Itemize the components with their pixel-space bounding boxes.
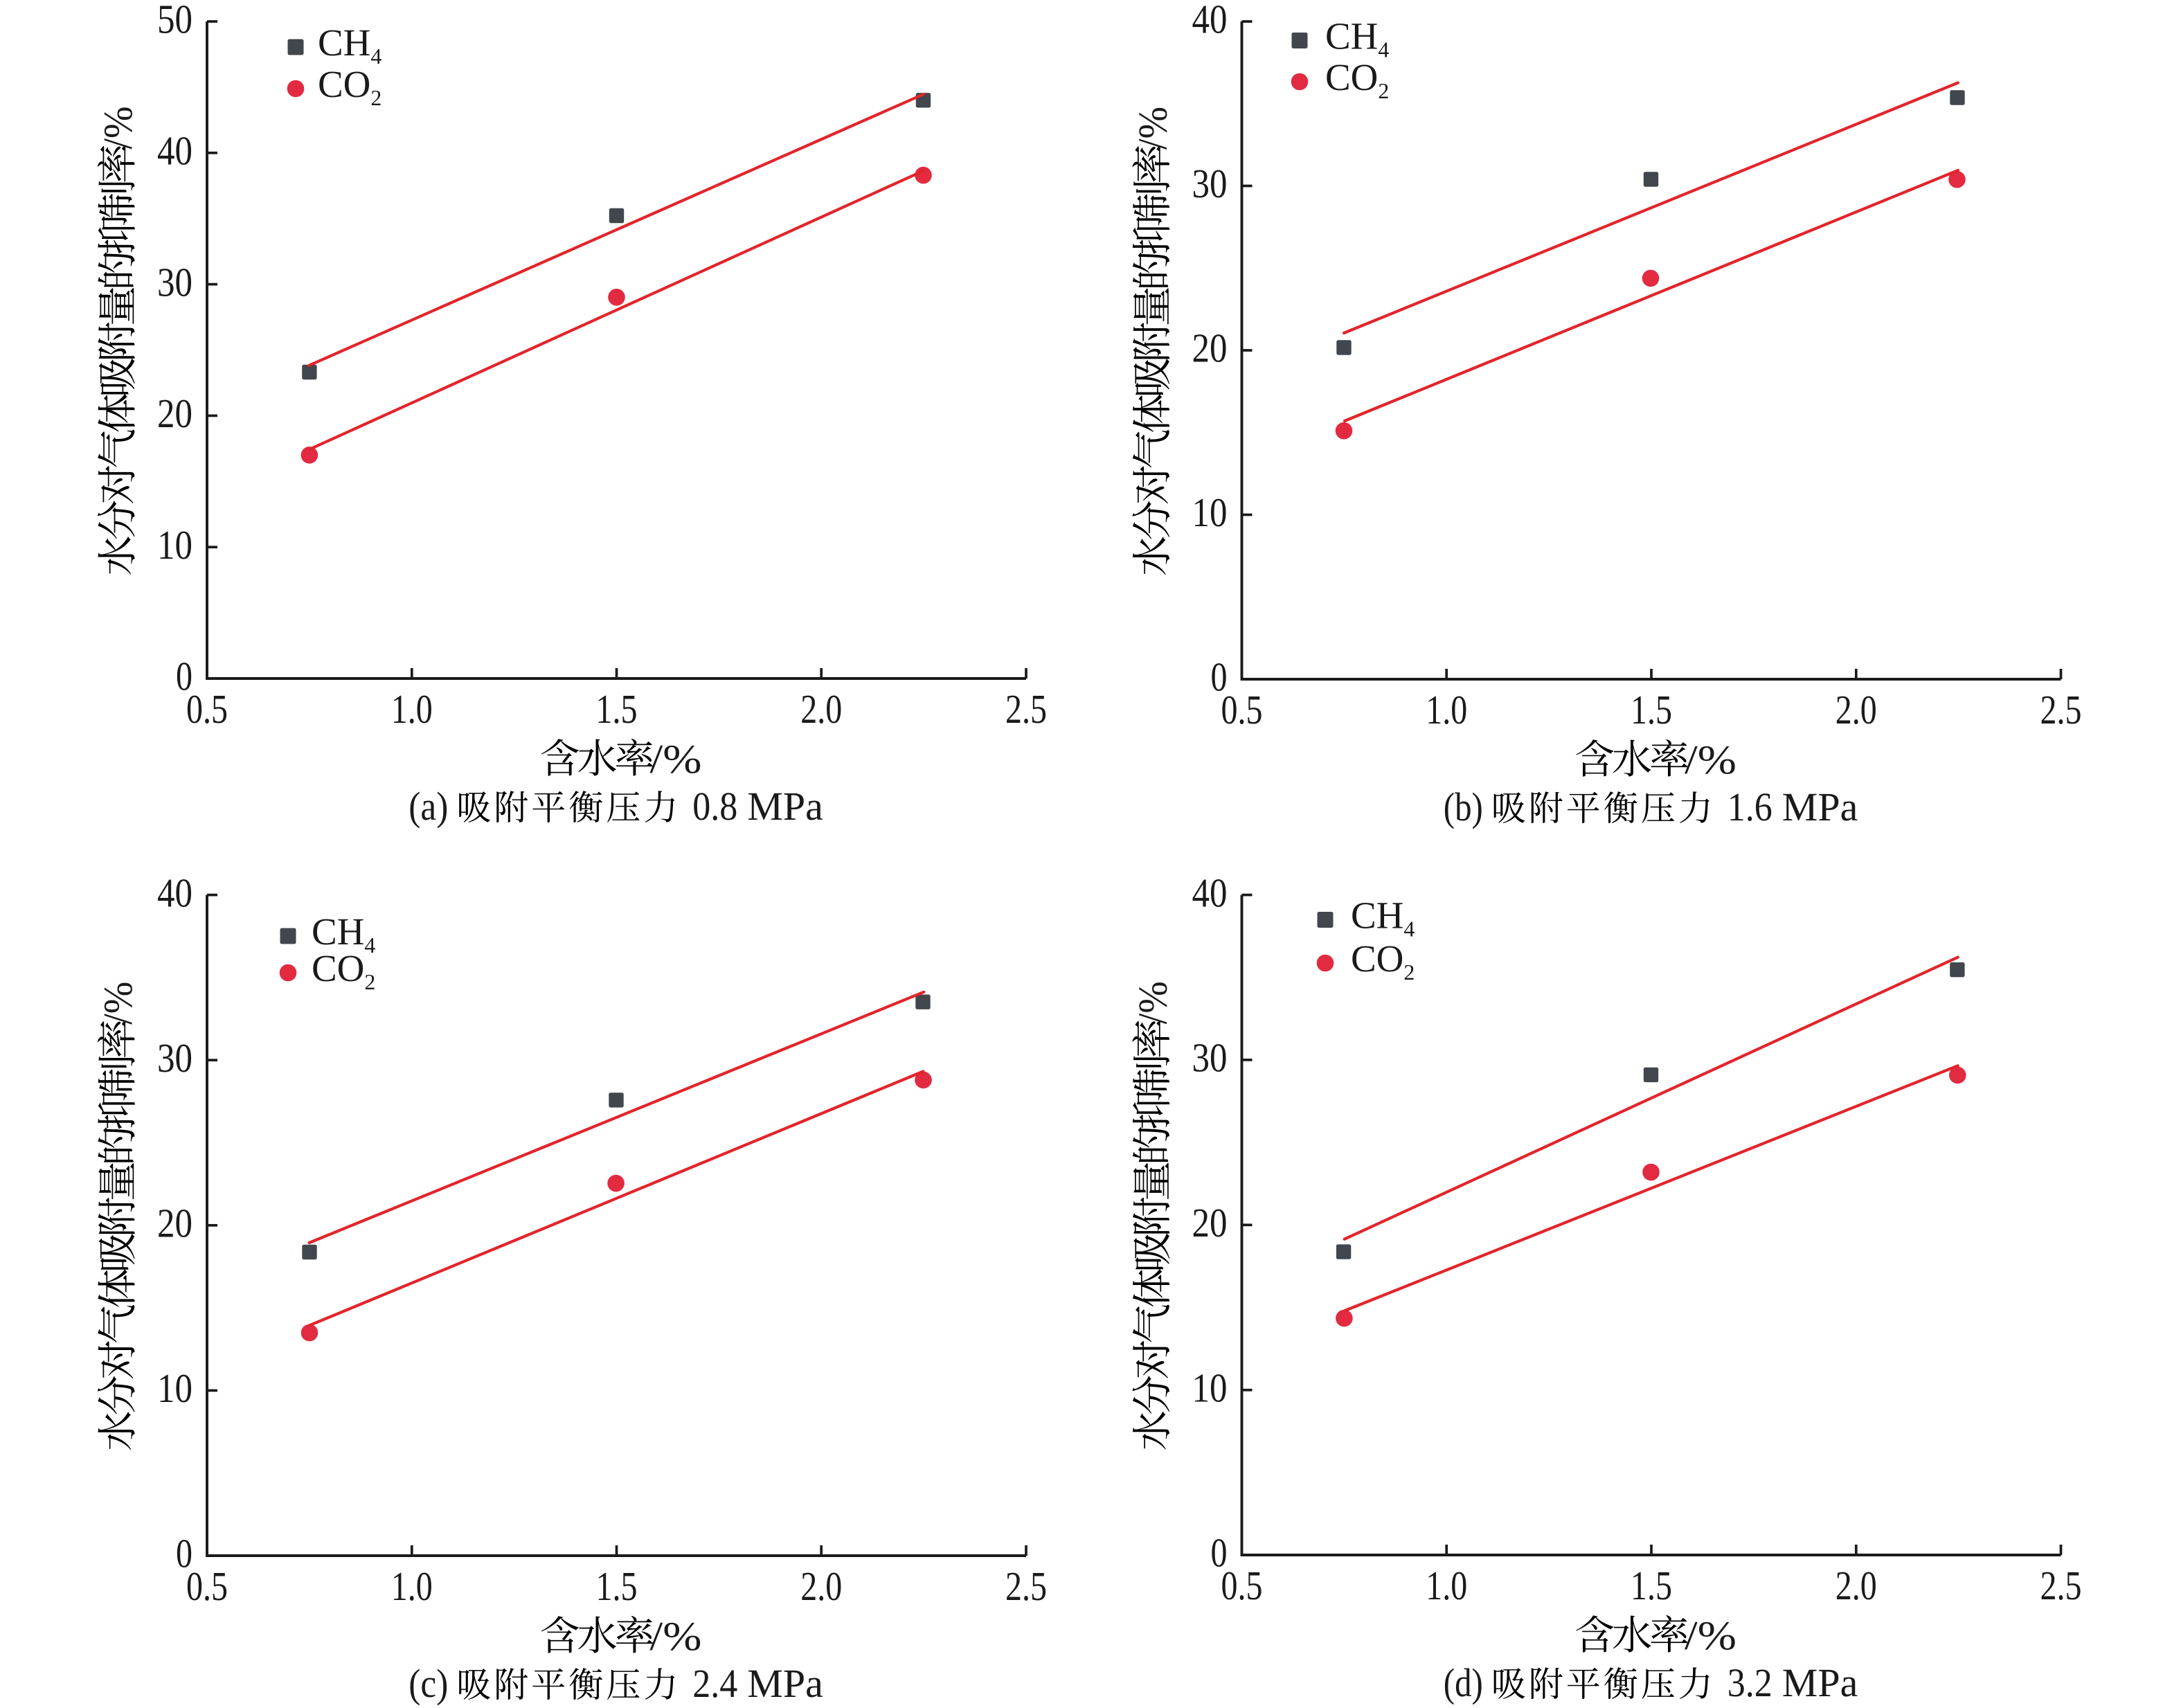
svg-text:0: 0 — [176, 654, 192, 699]
svg-text:2.5: 2.5 — [1005, 1563, 1047, 1609]
svg-text:0.5: 0.5 — [186, 686, 228, 732]
svg-text:4: 4 — [1378, 38, 1389, 62]
svg-text:CO: CO — [318, 63, 370, 105]
svg-text:30: 30 — [1192, 161, 1228, 206]
svg-text:/%: /% — [650, 736, 702, 782]
svg-text:50: 50 — [157, 0, 192, 42]
svg-text:1.5: 1.5 — [596, 686, 638, 732]
svg-text:10: 10 — [157, 1365, 192, 1411]
svg-text:2: 2 — [1378, 79, 1389, 103]
svg-text:20: 20 — [157, 390, 192, 436]
svg-text:30: 30 — [157, 259, 192, 305]
svg-text:0.5: 0.5 — [1221, 687, 1263, 732]
svg-text:1.0: 1.0 — [391, 1563, 433, 1609]
svg-text:1.0: 1.0 — [1426, 1563, 1467, 1608]
svg-text:2.0: 2.0 — [1836, 687, 1877, 732]
svg-text:1.5: 1.5 — [1631, 1563, 1672, 1608]
svg-text:/%: /% — [95, 107, 141, 150]
svg-text:10: 10 — [1192, 489, 1228, 535]
svg-text:4: 4 — [364, 933, 375, 958]
svg-text:MPa: MPa — [1782, 784, 1858, 829]
svg-text:CH: CH — [1325, 15, 1378, 57]
svg-text:2: 2 — [364, 970, 375, 994]
svg-text:2.0: 2.0 — [1836, 1563, 1877, 1608]
svg-text:(b): (b) — [1444, 784, 1483, 829]
svg-text:2: 2 — [1403, 960, 1415, 985]
svg-text:CO: CO — [1325, 56, 1378, 98]
svg-text:2: 2 — [370, 86, 382, 110]
svg-text:CO: CO — [1351, 937, 1403, 980]
svg-text:2.5: 2.5 — [1005, 686, 1047, 732]
svg-text:CH: CH — [312, 910, 364, 953]
svg-text:2.5: 2.5 — [2040, 1563, 2082, 1608]
svg-text:/%: /% — [1685, 1612, 1736, 1658]
svg-text:MPa: MPa — [1782, 1660, 1858, 1705]
svg-text:(a): (a) — [409, 784, 448, 829]
svg-text:3.2: 3.2 — [1727, 1660, 1772, 1705]
svg-text:40: 40 — [157, 870, 192, 915]
svg-text:/%: /% — [1130, 981, 1176, 1024]
svg-text:20: 20 — [1192, 325, 1228, 371]
svg-text:1.0: 1.0 — [1426, 687, 1467, 732]
svg-text:0.8: 0.8 — [692, 784, 737, 829]
svg-text:10: 10 — [1192, 1365, 1228, 1410]
svg-text:4: 4 — [370, 44, 382, 69]
svg-text:/%: /% — [95, 982, 141, 1025]
svg-text:2.5: 2.5 — [2040, 687, 2082, 732]
svg-text:30: 30 — [157, 1035, 192, 1081]
svg-text:1.5: 1.5 — [596, 1563, 638, 1609]
svg-text:1.0: 1.0 — [391, 686, 433, 732]
svg-text:CH: CH — [1351, 895, 1403, 937]
svg-text:30: 30 — [1192, 1035, 1228, 1081]
svg-text:/%: /% — [650, 1613, 702, 1659]
svg-text:(c): (c) — [409, 1661, 448, 1706]
svg-text:/%: /% — [1685, 737, 1736, 782]
svg-text:0.5: 0.5 — [1221, 1563, 1263, 1608]
svg-text:20: 20 — [157, 1201, 192, 1246]
svg-text:0: 0 — [1211, 1530, 1228, 1576]
svg-text:0: 0 — [1211, 654, 1228, 700]
svg-text:2.0: 2.0 — [800, 686, 842, 732]
svg-text:1.6: 1.6 — [1727, 784, 1772, 829]
svg-text:40: 40 — [1192, 870, 1228, 915]
svg-text:10: 10 — [157, 522, 192, 568]
svg-text:/%: /% — [1130, 107, 1176, 150]
svg-text:MPa: MPa — [747, 784, 823, 829]
svg-text:1.5: 1.5 — [1631, 687, 1672, 732]
svg-text:CO: CO — [312, 947, 364, 989]
svg-text:2.0: 2.0 — [800, 1563, 842, 1609]
svg-text:40: 40 — [1192, 0, 1228, 42]
svg-text:40: 40 — [157, 128, 192, 174]
svg-text:0: 0 — [176, 1531, 192, 1576]
svg-text:2.4: 2.4 — [692, 1661, 737, 1706]
svg-text:20: 20 — [1192, 1200, 1228, 1246]
svg-text:CH: CH — [318, 21, 370, 64]
svg-text:4: 4 — [1403, 917, 1415, 942]
svg-text:0.5: 0.5 — [186, 1563, 228, 1609]
svg-text:(d): (d) — [1444, 1660, 1483, 1705]
svg-text:MPa: MPa — [747, 1661, 823, 1706]
